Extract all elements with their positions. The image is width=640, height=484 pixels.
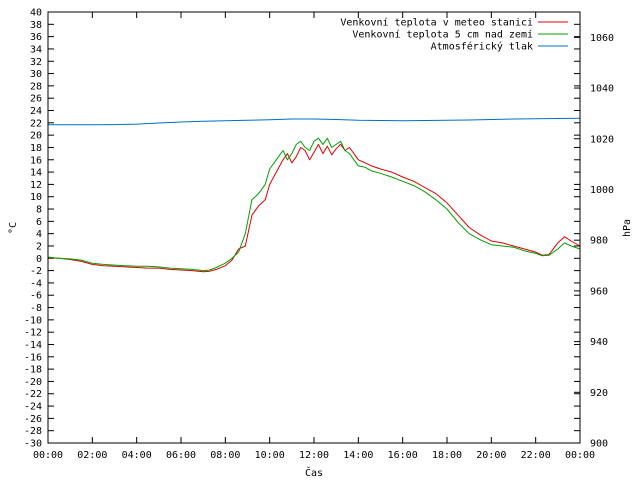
tick-layer: -30-28-26-24-22-20-18-16-14-12-10-8-6-4-… — [24, 8, 614, 462]
x-tick-label: 08:00 — [210, 450, 240, 461]
y-axis-label: °C — [8, 222, 19, 234]
y2-axis-label: hPa — [622, 219, 633, 237]
y2-tick-label: 960 — [590, 286, 608, 297]
y2-tick-label: 980 — [590, 236, 608, 247]
legend-entry-label: Venkovní teplota 5 cm nad zemí — [352, 29, 533, 41]
y2-tick-label: 1040 — [590, 84, 614, 95]
legend: Venkovní teplota v meteo staniciVenkovní… — [340, 17, 568, 53]
y-tick-label: -18 — [24, 365, 42, 376]
y-tick-label: -16 — [24, 352, 42, 363]
y-tick-label: 22 — [30, 118, 42, 129]
x-tick-label: 22:00 — [521, 450, 551, 461]
y2-tick-label: 940 — [590, 337, 608, 348]
x-tick-label: 00:00 — [565, 450, 595, 461]
y-tick-label: 20 — [30, 131, 42, 142]
y-tick-label: 32 — [30, 57, 42, 68]
y2-tick-label: 920 — [590, 388, 608, 399]
y-tick-label: 10 — [30, 192, 42, 203]
y-tick-label: -10 — [24, 315, 42, 326]
y-tick-label: -30 — [24, 439, 42, 450]
x-tick-label: 14:00 — [343, 450, 373, 461]
x-tick-label: 16:00 — [388, 450, 418, 461]
ground-temperature-series-line — [47, 137, 581, 272]
y-tick-label: 40 — [30, 8, 42, 19]
x-tick-label: 18:00 — [432, 450, 462, 461]
y-tick-label: -22 — [24, 389, 42, 400]
x-axis-label: Čas — [305, 466, 323, 479]
y-tick-label: 36 — [30, 32, 42, 43]
y-tick-label: 26 — [30, 94, 42, 105]
y2-tick-label: 1020 — [590, 134, 614, 145]
y-tick-label: 4 — [36, 229, 42, 240]
y-tick-label: 16 — [30, 155, 42, 166]
x-tick-label: 20:00 — [476, 450, 506, 461]
pressure-series-line — [48, 117, 581, 126]
x-tick-label: 12:00 — [299, 450, 329, 461]
y-tick-label: 6 — [36, 217, 42, 228]
y-tick-label: 14 — [30, 168, 42, 179]
y-tick-label: 18 — [30, 143, 42, 154]
y-tick-label: 12 — [30, 180, 42, 191]
y-tick-label: 38 — [30, 20, 42, 31]
y-tick-label: 28 — [30, 81, 42, 92]
y-tick-label: -8 — [30, 303, 42, 314]
y-tick-label: 8 — [36, 205, 42, 216]
plot-frame — [47, 11, 581, 444]
y-tick-label: -12 — [24, 328, 42, 339]
y-tick-label: -14 — [24, 340, 42, 351]
y-tick-label: 24 — [30, 106, 42, 117]
station-temperature-series-line — [47, 143, 581, 273]
y-tick-label: -26 — [24, 414, 42, 425]
x-tick-label: 00:00 — [33, 450, 63, 461]
legend-entry-label: Venkovní teplota v meteo stanici — [340, 17, 533, 29]
y-tick-label: 34 — [30, 44, 42, 55]
y-tick-label: -28 — [24, 426, 42, 437]
y2-tick-label: 1060 — [590, 33, 614, 44]
series-layer — [47, 117, 581, 273]
x-tick-label: 06:00 — [166, 450, 196, 461]
y-tick-label: -24 — [24, 402, 42, 413]
y-tick-label: -2 — [30, 266, 42, 277]
x-tick-label: 04:00 — [122, 450, 152, 461]
y2-tick-label: 1000 — [590, 185, 614, 196]
y-tick-label: 30 — [30, 69, 42, 80]
legend-entry-label: Atmosférický tlak — [431, 41, 533, 53]
y2-tick-label: 900 — [590, 439, 608, 450]
y-tick-label: 2 — [36, 241, 42, 252]
y-tick-label: 0 — [36, 254, 42, 265]
x-tick-label: 02:00 — [77, 450, 107, 461]
x-tick-label: 10:00 — [255, 450, 285, 461]
y-tick-label: -20 — [24, 377, 42, 388]
y-tick-label: -4 — [30, 278, 42, 289]
y-tick-label: -6 — [30, 291, 42, 302]
